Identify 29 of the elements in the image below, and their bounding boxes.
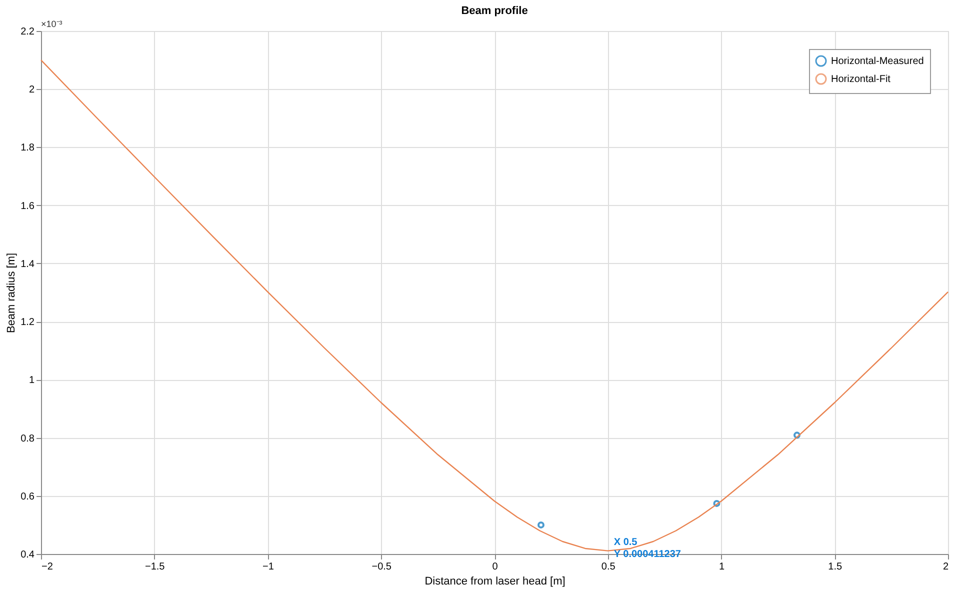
y-tick-label: 1.4 <box>20 258 35 270</box>
y-axis-title: Beam radius [m] <box>6 252 18 334</box>
legend-label: Horizontal-Fit <box>831 74 891 85</box>
legend-label: Horizontal-Measured <box>831 56 924 67</box>
y-tick-label: 1.2 <box>20 317 35 328</box>
y-tick-label: 2 <box>28 84 35 96</box>
y-tick-label: 2.2 <box>20 26 35 38</box>
chart-title: Beam profile <box>461 5 528 17</box>
x-tick-label: 1.5 <box>828 562 843 572</box>
annotation: X 0.5 Y 0.000411237 <box>614 536 682 560</box>
x-tick-label: 0 <box>492 562 498 572</box>
x-axis-title: Distance from laser head [m] <box>424 576 566 588</box>
x-tick-label: 2 <box>942 562 949 572</box>
point <box>713 500 720 507</box>
x-tick-label: 0.5 <box>601 562 616 572</box>
point <box>537 521 544 528</box>
y-tick-label: 0.8 <box>20 433 35 444</box>
x-tick-label: 1 <box>718 562 725 572</box>
x-tick-label: −1.5 <box>145 562 166 572</box>
y-tick-label: 1.8 <box>20 142 35 154</box>
x-tick-label: −1 <box>262 562 274 572</box>
text: ×10⁻³ <box>41 19 62 29</box>
y-tick-label: 0.6 <box>20 491 35 502</box>
x-tick-label: −0.5 <box>372 562 392 572</box>
y-tick-label: 1.6 <box>20 200 35 212</box>
y-tick-label: 1 <box>28 375 35 386</box>
point <box>793 432 800 439</box>
y-tick-label: 0.4 <box>20 550 35 560</box>
x-tick-label: −2 <box>42 562 54 572</box>
